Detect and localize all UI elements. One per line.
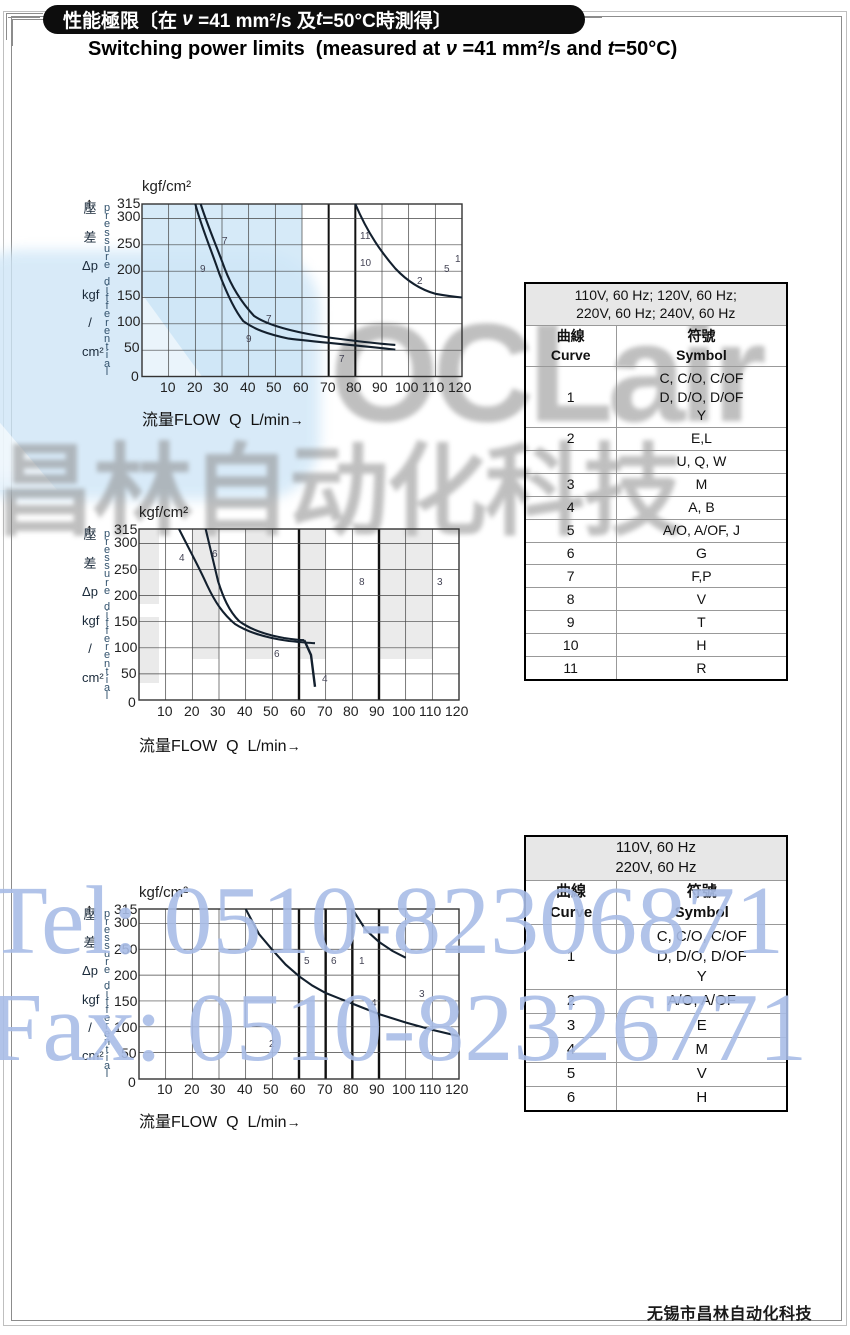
svg-text:10: 10 xyxy=(360,258,372,269)
svg-text:11: 11 xyxy=(360,231,371,242)
svg-text:5: 5 xyxy=(444,264,450,275)
svg-text:9: 9 xyxy=(246,334,252,345)
svg-text:2: 2 xyxy=(417,276,423,287)
svg-text:3: 3 xyxy=(437,577,443,588)
svg-text:7: 7 xyxy=(339,354,345,365)
svg-text:9: 9 xyxy=(200,264,206,275)
svg-text:6: 6 xyxy=(274,649,280,660)
svg-text:4: 4 xyxy=(322,674,328,685)
svg-text:7: 7 xyxy=(266,314,272,325)
svg-text:6: 6 xyxy=(212,549,218,560)
svg-text:4: 4 xyxy=(179,553,185,564)
svg-text:7: 7 xyxy=(222,236,228,247)
svg-text:8: 8 xyxy=(359,577,365,588)
svg-text:1: 1 xyxy=(455,254,461,265)
